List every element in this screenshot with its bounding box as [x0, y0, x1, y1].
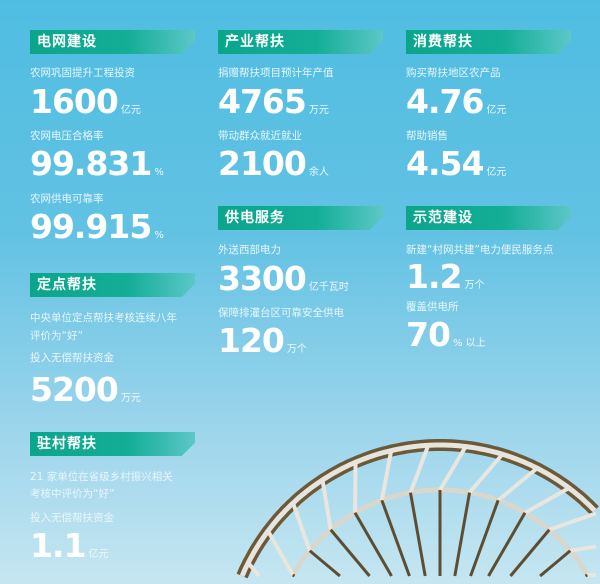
stat-value: 1.2 万个 [406, 257, 485, 296]
waterwheel-part [291, 502, 312, 552]
label: 投入无偿帮扶资金 [30, 352, 114, 364]
stat-value: 99.831% [30, 144, 164, 183]
stat-value: 1.1 亿元 [30, 526, 109, 565]
description: 评价为“好” [30, 330, 83, 342]
waterwheel-part [524, 486, 570, 515]
header-grid: 电网建设 [30, 30, 195, 54]
waterwheel-part [320, 479, 333, 531]
waterwheel-part [266, 530, 295, 576]
waterwheel-part [584, 573, 588, 578]
label: 农网电压合格率 [30, 130, 104, 142]
waterwheel-part [239, 442, 597, 578]
waterwheel-part [539, 549, 572, 578]
waterwheel-part [496, 466, 539, 502]
label: 带动群众就近就业 [218, 130, 302, 142]
waterwheel-part [308, 549, 341, 578]
header-consumption: 消费帮扶 [406, 30, 571, 54]
label: 投入无偿帮扶资金 [30, 512, 114, 524]
stat-value: 4.54 亿元 [406, 144, 507, 183]
stat-value: 5200 万元 [30, 370, 141, 409]
waterwheel-part [379, 450, 394, 501]
waterwheel-part [380, 499, 411, 577]
label: 农网巩固提升工程投资 [30, 67, 135, 79]
waterwheel-part [409, 492, 427, 577]
label: 覆盖供电所 [406, 301, 459, 313]
label: 新建“村网共建”电力便民服务点 [406, 244, 554, 256]
waterwheel-part [292, 573, 296, 578]
stat-value: 70% 以上 [406, 315, 486, 354]
waterwheel-part [408, 444, 431, 494]
label: 购买帮扶地区农产品 [406, 67, 501, 79]
waterwheel-part [509, 528, 551, 577]
label: 农网供电可靠率 [30, 193, 104, 205]
label: 捐赠帮扶项目预计年产值 [218, 67, 334, 79]
stat-value: 4.76 亿元 [406, 82, 507, 121]
waterwheel-part [569, 544, 597, 553]
stat-value: 99.915% [30, 207, 164, 246]
description: 考核中评价为“好” [30, 488, 115, 500]
header-demo: 示范建设 [406, 206, 571, 230]
label: 外送西部电力 [218, 244, 281, 256]
label: 帮助销售 [406, 130, 448, 142]
header-supply: 供电服务 [218, 206, 383, 230]
stat-value: 1600 亿元 [30, 82, 141, 121]
stat-value: 4765 万元 [218, 82, 329, 121]
waterwheel-part [487, 512, 527, 577]
waterwheel-part [438, 445, 468, 492]
waterwheel-part [453, 492, 471, 577]
waterwheel-part [246, 561, 261, 578]
waterwheel-part [353, 462, 358, 513]
header-fixed: 定点帮扶 [30, 273, 195, 297]
waterwheel-part [353, 512, 393, 577]
waterwheel-part [468, 452, 504, 494]
description: 中央单位定点帮扶考核连续八年 [30, 312, 177, 324]
stat-value: 2100 余人 [218, 144, 329, 183]
stat-value: 120 万个 [218, 321, 307, 360]
header-industry: 产业帮扶 [218, 30, 383, 54]
label: 保障排灌台区可靠安全供电 [218, 307, 344, 319]
description: 21 家单位在省级乡村振兴相关 [30, 471, 173, 483]
waterwheel-part [548, 511, 597, 532]
header-village: 驻村帮扶 [30, 432, 195, 456]
waterwheel-part [329, 528, 371, 577]
waterwheel-part [469, 499, 500, 577]
stat-value: 3300 亿千瓦时 [218, 259, 349, 298]
